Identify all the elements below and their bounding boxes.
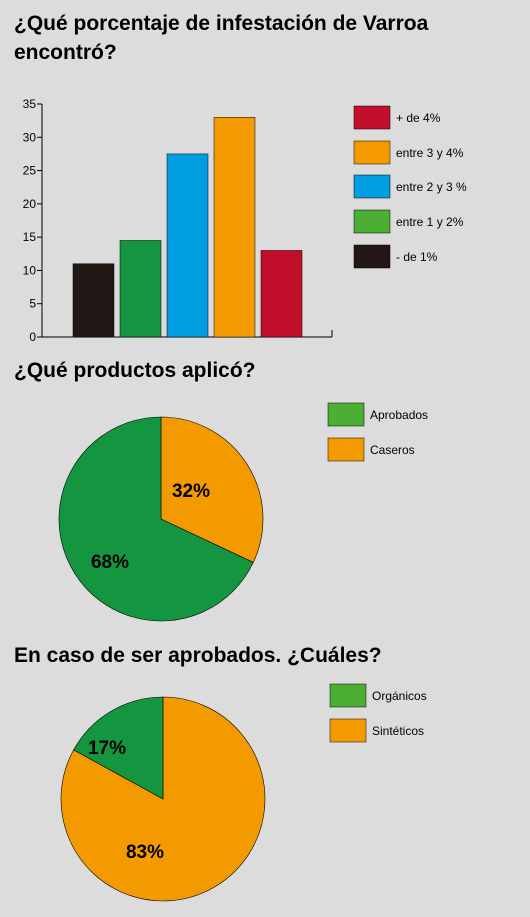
legend-swatch-aprobados <box>327 402 365 427</box>
bar-chart-section: ¿Qué porcentaje de infestación de Varroa… <box>14 12 467 344</box>
y-tick-label: 25 <box>23 164 37 178</box>
legend-label-over-4: + de 4% <box>396 111 441 125</box>
y-tick-label: 15 <box>23 230 37 244</box>
y-tick-label: 35 <box>23 97 37 111</box>
legend-swatch-sinteticos <box>329 718 367 743</box>
y-tick-label: 30 <box>23 130 37 144</box>
pie-slice-orgánicos <box>73 696 164 800</box>
pie-approved <box>60 696 266 902</box>
legend-label-organicos: Orgánicos <box>372 689 427 703</box>
legend-swatch-2-3 <box>353 174 391 199</box>
y-tick-label: 5 <box>29 297 36 311</box>
y-tick-label: 20 <box>23 197 37 211</box>
pie-products-legend: Aprobados Caseros <box>327 402 428 462</box>
pie-products-label-caseros: 32% <box>172 481 210 502</box>
bar-chart-y-ticks: 0 5 10 15 20 25 30 35 <box>23 97 42 344</box>
pie-slice-casero <box>160 416 264 563</box>
y-tick-label: 0 <box>29 330 36 344</box>
pie-chart-approved-section: En caso de ser aprobados. ¿Cuáles? Orgán… <box>14 644 427 902</box>
bar-1 <box>72 263 115 338</box>
bar-4 <box>213 117 256 338</box>
y-tick-label: 10 <box>23 263 37 277</box>
legend-swatch-organicos <box>329 683 367 708</box>
legend-swatch-over-4 <box>353 105 391 130</box>
pie-slice-sintéticos <box>60 696 266 902</box>
legend-swatch-3-4 <box>353 140 391 165</box>
legend-label-aprobados: Aprobados <box>370 408 428 422</box>
legend-label-under-1: - de 1% <box>396 250 438 264</box>
bar-chart-legend: + de 4% entre 3 y 4% entre 2 y 3 % entre… <box>353 105 467 269</box>
pie-products <box>58 416 264 622</box>
legend-label-1-2: entre 1 y 2% <box>396 215 464 229</box>
pie-products-label-aprobados: 68% <box>91 552 129 573</box>
bar-chart-title-line-2: encontró? <box>14 41 117 64</box>
bar-chart-bars <box>72 117 303 338</box>
pie-slice-aprobados <box>58 416 254 622</box>
bar-chart-title-line-1: ¿Qué porcentaje de infestación de Varroa <box>14 12 429 35</box>
legend-label-caseros: Caseros <box>370 443 415 457</box>
pie-approved-label-sinteticos: 83% <box>126 842 164 863</box>
pie-chart-products-section: ¿Qué productos aplicó? Aprobados Caseros… <box>14 359 428 622</box>
legend-label-3-4: entre 3 y 4% <box>396 146 464 160</box>
bar-2 <box>119 240 162 338</box>
pie-approved-label-organicos: 17% <box>88 738 126 759</box>
bar-5 <box>260 250 303 338</box>
legend-swatch-1-2 <box>353 209 391 234</box>
pie-products-title: ¿Qué productos aplicó? <box>14 359 256 382</box>
legend-swatch-caseros <box>327 437 365 462</box>
legend-label-2-3: entre 2 y 3 % <box>396 180 467 194</box>
legend-swatch-under-1 <box>353 244 391 269</box>
legend-label-sinteticos: Sintéticos <box>372 724 424 738</box>
pie-approved-legend: Orgánicos Sintéticos <box>329 683 427 743</box>
pie-approved-title: En caso de ser aprobados. ¿Cuáles? <box>14 644 382 667</box>
bar-3 <box>166 153 209 338</box>
